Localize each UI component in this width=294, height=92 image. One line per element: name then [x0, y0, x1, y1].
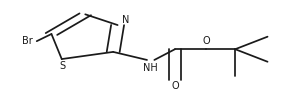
- Text: N: N: [122, 15, 130, 25]
- Text: Br: Br: [22, 36, 32, 46]
- Text: S: S: [59, 61, 65, 71]
- Text: O: O: [203, 36, 210, 46]
- Text: NH: NH: [143, 63, 157, 73]
- Text: O: O: [171, 81, 179, 91]
